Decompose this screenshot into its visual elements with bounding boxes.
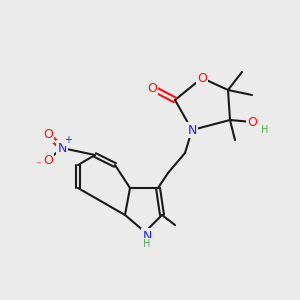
Text: O: O <box>43 154 53 166</box>
Text: N: N <box>187 124 197 136</box>
Text: O: O <box>43 128 53 142</box>
Text: N: N <box>142 230 152 242</box>
Text: O: O <box>197 71 207 85</box>
Text: O: O <box>247 116 257 128</box>
Text: +: + <box>64 135 72 145</box>
Text: H: H <box>261 125 269 135</box>
Text: N: N <box>57 142 67 154</box>
Text: ⁻: ⁻ <box>35 160 41 170</box>
Text: O: O <box>147 82 157 94</box>
Text: H: H <box>143 239 151 249</box>
